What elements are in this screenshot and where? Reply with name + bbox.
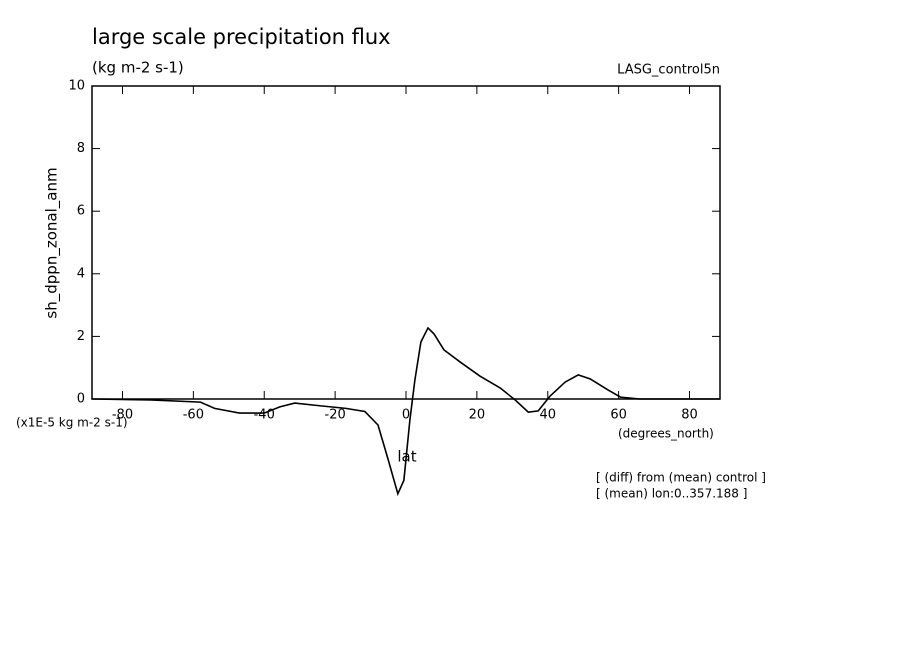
y-axis-label: sh_dppn_zonal_anm (43, 167, 62, 318)
annotation: [ (diff) from (mean) control ] (596, 471, 766, 485)
y-tick-label: 0 (77, 392, 85, 407)
x-tick-label: 20 (469, 408, 486, 423)
y-tick-label: 6 (77, 204, 85, 219)
y-tick-label: 4 (77, 266, 85, 281)
x-tick-label: 0 (402, 408, 410, 423)
x-tick-label: 60 (610, 408, 627, 423)
x-axis-units: (degrees_north) (618, 427, 714, 441)
dataset-label: LASG_control5n (617, 63, 720, 78)
y-tick-label: 2 (77, 329, 85, 344)
data-line (91, 326, 720, 497)
chart-title: large scale precipitation flux (92, 25, 391, 49)
annotation: [ (mean) lon:0..357.188 ] (596, 487, 747, 501)
x-tick-label: -60 (183, 408, 204, 423)
x-tick-label: 40 (539, 408, 556, 423)
x-tick-label: 80 (681, 408, 698, 423)
plot-frame (91, 85, 721, 400)
chart-subtitle: (kg m-2 s-1) (92, 59, 184, 77)
y-axis-units: (x1E-5 kg m-2 s-1) (16, 416, 128, 430)
x-tick-label: -20 (325, 408, 346, 423)
y-tick-label: 10 (68, 79, 85, 94)
x-tick-label: -80 (112, 408, 133, 423)
y-tick-label: 8 (77, 141, 85, 156)
